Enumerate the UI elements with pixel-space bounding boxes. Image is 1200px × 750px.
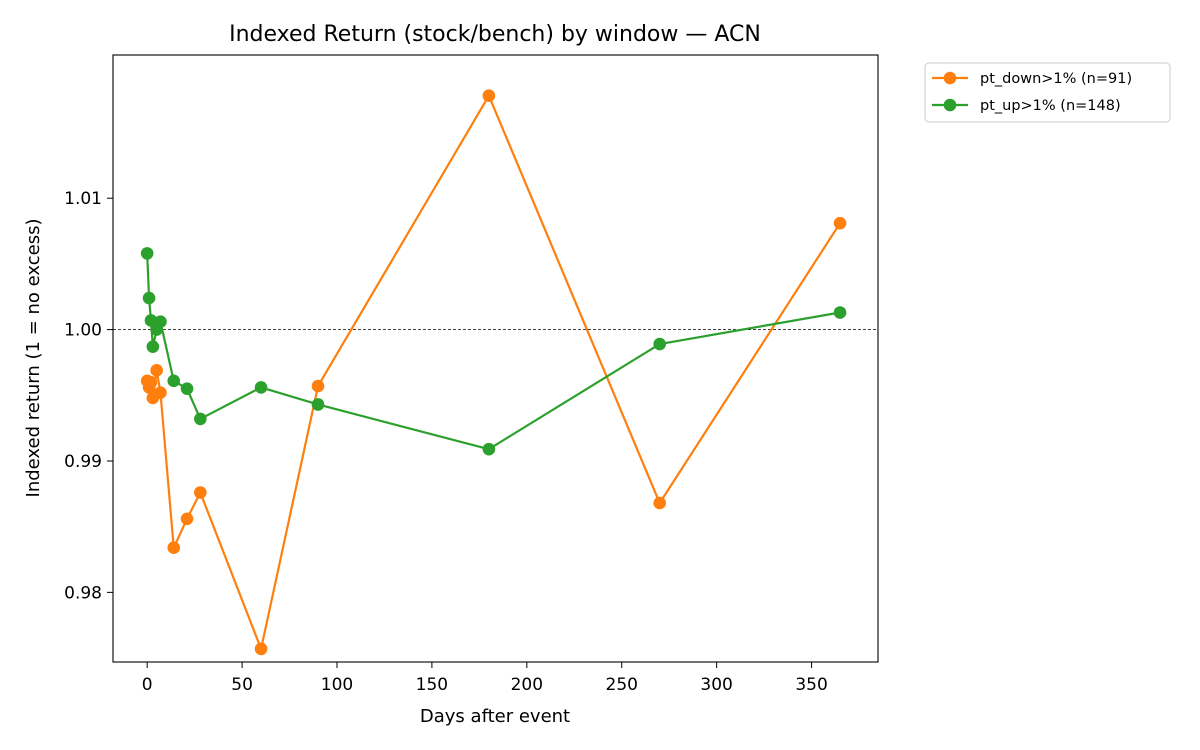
data-point — [482, 442, 496, 456]
data-point — [142, 291, 156, 305]
data-point — [482, 89, 496, 103]
legend-marker — [943, 71, 957, 85]
data-point — [194, 486, 207, 499]
data-point — [180, 512, 194, 526]
legend-marker — [943, 98, 957, 112]
y-axis-label: Indexed return (1 = no excess) — [23, 219, 44, 498]
plot-area: 0 50 100 150 200 250 300 350 0.98 0.99 1.00 1.01 — [64, 54, 879, 695]
data-point — [833, 306, 847, 319]
data-point — [167, 541, 181, 554]
data-point — [167, 374, 181, 388]
y-tick-label: 0.99 — [64, 452, 102, 472]
chart-title: Indexed Return (stock/bench) by window —… — [229, 22, 761, 47]
data-point — [194, 412, 207, 426]
x-tick-label: 200 — [511, 675, 543, 695]
x-axis-label: Days after event — [420, 706, 570, 727]
data-point — [140, 247, 154, 260]
x-tick-label: 50 — [231, 675, 253, 695]
data-point — [254, 642, 268, 656]
legend-label: pt_up>1% (n=148) — [980, 98, 1121, 114]
x-tick-label: 300 — [700, 675, 732, 695]
legend-item: pt_down>1% (n=91) — [932, 71, 1132, 87]
data-point — [653, 496, 666, 510]
data-point — [154, 315, 167, 329]
data-point — [311, 398, 325, 411]
data-point — [144, 375, 158, 389]
data-point — [154, 386, 167, 399]
data-point — [180, 382, 194, 396]
y-tick-label: 0.98 — [64, 583, 102, 603]
data-point — [254, 381, 268, 394]
data-point — [150, 364, 163, 377]
data-point — [653, 337, 666, 351]
data-point — [311, 379, 325, 393]
data-point — [833, 216, 847, 230]
legend-box — [924, 62, 1171, 123]
series-2 — [140, 247, 847, 456]
axes-frame — [112, 54, 879, 663]
x-tick-label: 100 — [321, 675, 353, 695]
y-tick-label: 1.01 — [64, 189, 102, 209]
legend-item: pt_up>1% (n=148) — [932, 98, 1121, 114]
data-point — [146, 340, 160, 353]
legend-label: pt_down>1% (n=91) — [980, 71, 1132, 87]
x-tick-label: 150 — [416, 675, 448, 695]
legend: pt_down>1% (n=91) pt_up>1% (n=148) — [924, 62, 1171, 123]
x-tick-label: 350 — [795, 675, 827, 695]
x-tick-label: 0 — [142, 675, 153, 695]
y-tick-label: 1.00 — [64, 321, 102, 341]
series-1 — [140, 89, 847, 656]
x-tick-label: 250 — [606, 675, 638, 695]
data-point — [144, 314, 158, 327]
